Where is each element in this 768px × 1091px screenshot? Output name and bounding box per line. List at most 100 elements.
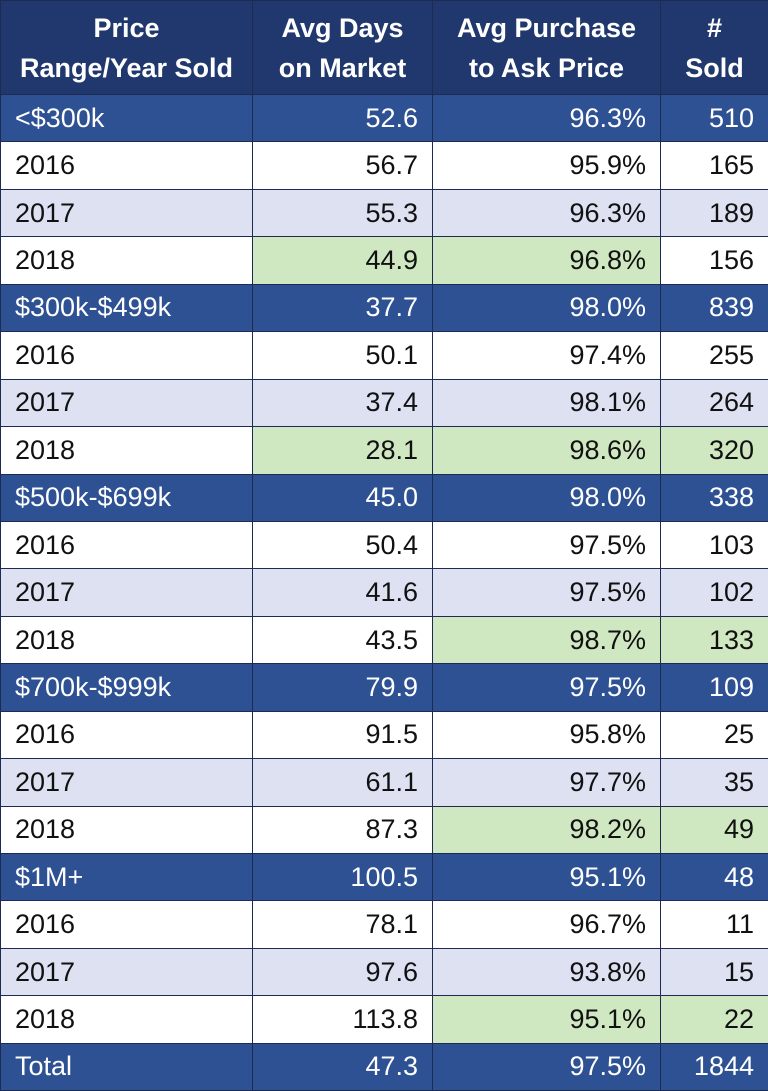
cell-num-sold: 320: [661, 427, 768, 474]
header-line: Avg Days: [257, 8, 428, 48]
header-row: Price Range/Year Sold Avg Days on Market…: [1, 1, 768, 95]
cell-avg-days: 56.7: [253, 142, 433, 189]
cell-label: 2018: [1, 237, 253, 284]
cell-num-sold: 156: [661, 237, 768, 284]
cell-avg-days: 55.3: [253, 189, 433, 236]
cell-num-sold: 189: [661, 189, 768, 236]
cell-avg-days: 47.3: [253, 1043, 433, 1090]
cell-avg-days: 28.1: [253, 427, 433, 474]
cell-label: $1M+: [1, 854, 253, 901]
cell-num-sold: 49: [661, 806, 768, 853]
header-line: Range/Year Sold: [5, 48, 248, 88]
cell-num-sold: 11: [661, 901, 768, 948]
cell-purchase-to-ask: 97.7%: [433, 759, 661, 806]
cell-label: 2018: [1, 806, 253, 853]
cell-num-sold: 35: [661, 759, 768, 806]
cell-purchase-to-ask: 98.0%: [433, 284, 661, 331]
cell-avg-days: 43.5: [253, 616, 433, 663]
cell-label: $700k-$999k: [1, 664, 253, 711]
cell-label: $500k-$699k: [1, 474, 253, 521]
cell-avg-days: 97.6: [253, 948, 433, 995]
cell-purchase-to-ask: 98.7%: [433, 616, 661, 663]
cell-num-sold: 102: [661, 569, 768, 616]
cell-num-sold: 109: [661, 664, 768, 711]
header-line: Sold: [665, 48, 764, 88]
cell-label: 2017: [1, 569, 253, 616]
cell-purchase-to-ask: 93.8%: [433, 948, 661, 995]
cell-purchase-to-ask: 98.2%: [433, 806, 661, 853]
cell-avg-days: 78.1: [253, 901, 433, 948]
cell-purchase-to-ask: 98.0%: [433, 474, 661, 521]
cell-num-sold: 25: [661, 711, 768, 758]
cell-label: <$300k: [1, 95, 253, 142]
cell-purchase-to-ask: 98.6%: [433, 427, 661, 474]
cell-num-sold: 15: [661, 948, 768, 995]
header-price-range: Price Range/Year Sold: [1, 1, 253, 95]
cell-avg-days: 37.7: [253, 284, 433, 331]
header-avg-days: Avg Days on Market: [253, 1, 433, 95]
cell-purchase-to-ask: 95.8%: [433, 711, 661, 758]
cell-num-sold: 103: [661, 521, 768, 568]
cell-label: 2016: [1, 521, 253, 568]
cell-purchase-to-ask: 97.4%: [433, 332, 661, 379]
cell-label: 2017: [1, 189, 253, 236]
header-line: #: [665, 8, 764, 48]
cell-purchase-to-ask: 95.1%: [433, 854, 661, 901]
cell-num-sold: 264: [661, 379, 768, 426]
cell-num-sold: 22: [661, 996, 768, 1043]
cell-num-sold: 510: [661, 95, 768, 142]
cell-avg-days: 50.1: [253, 332, 433, 379]
cell-label: 2016: [1, 711, 253, 758]
cell-label: 2018: [1, 616, 253, 663]
cell-avg-days: 41.6: [253, 569, 433, 616]
cell-purchase-to-ask: 96.8%: [433, 237, 661, 284]
cell-purchase-to-ask: 97.5%: [433, 1043, 661, 1090]
cell-purchase-to-ask: 98.1%: [433, 379, 661, 426]
cell-avg-days: 87.3: [253, 806, 433, 853]
cell-avg-days: 91.5: [253, 711, 433, 758]
cell-label: 2017: [1, 759, 253, 806]
cell-avg-days: 79.9: [253, 664, 433, 711]
cell-label: 2017: [1, 948, 253, 995]
cell-label: 2018: [1, 996, 253, 1043]
header-purchase-to-ask: Avg Purchase to Ask Price: [433, 1, 661, 95]
cell-avg-days: 52.6: [253, 95, 433, 142]
cell-avg-days: 61.1: [253, 759, 433, 806]
cell-avg-days: 44.9: [253, 237, 433, 284]
cell-purchase-to-ask: 96.3%: [433, 95, 661, 142]
cell-avg-days: 100.5: [253, 854, 433, 901]
header-line: Price: [5, 8, 248, 48]
cell-label: 2016: [1, 901, 253, 948]
cell-purchase-to-ask: 97.5%: [433, 664, 661, 711]
cell-label: 2016: [1, 142, 253, 189]
cell-label: 2016: [1, 332, 253, 379]
cell-num-sold: 338: [661, 474, 768, 521]
cell-avg-days: 50.4: [253, 521, 433, 568]
cell-avg-days: 45.0: [253, 474, 433, 521]
cell-num-sold: 165: [661, 142, 768, 189]
cell-label: Total: [1, 1043, 253, 1090]
cell-num-sold: 133: [661, 616, 768, 663]
cell-label: 2018: [1, 427, 253, 474]
cell-avg-days: 113.8: [253, 996, 433, 1043]
cell-num-sold: 48: [661, 854, 768, 901]
header-line: to Ask Price: [437, 48, 656, 88]
cell-purchase-to-ask: 97.5%: [433, 521, 661, 568]
